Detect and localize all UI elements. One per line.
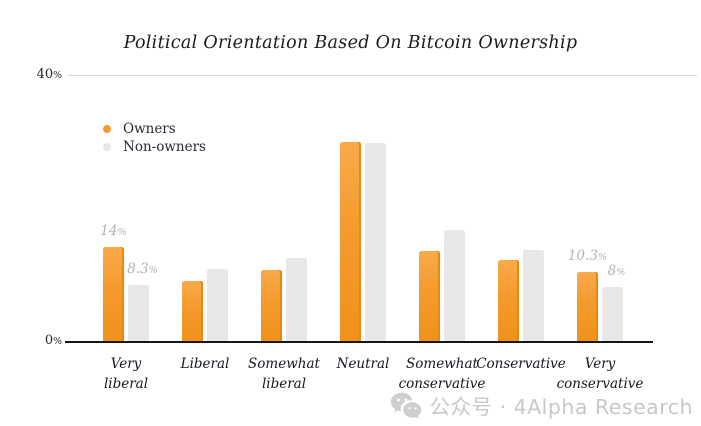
x-label-conservative: Conservative xyxy=(476,356,566,372)
bar-non-owners-liberal xyxy=(207,269,228,341)
x-label-very-conservative: Very conservative xyxy=(556,356,644,392)
watermark-text: 公众号 · 4Alpha Research xyxy=(429,395,693,419)
bar-owners-very-conservative xyxy=(577,272,598,341)
bar-owners-neutral xyxy=(340,142,361,341)
bar-owners-liberal xyxy=(182,281,203,341)
x-label-somewhat-conservative: Somewhat conservative xyxy=(398,356,486,392)
bar-non-owners-very-conservative xyxy=(602,287,623,341)
bar-value-label-non-owners-very-liberal: 8.3% xyxy=(127,261,158,277)
x-axis-line xyxy=(65,341,653,343)
non-owners-dot-icon xyxy=(103,143,111,151)
legend: Owners Non-owners xyxy=(103,120,206,156)
bar-non-owners-somewhat-conservative xyxy=(444,230,465,341)
chart-title: Political Orientation Based On Bitcoin O… xyxy=(123,33,578,53)
legend-non-owners-label: Non-owners xyxy=(123,139,206,155)
bar-non-owners-neutral xyxy=(365,143,386,341)
bar-non-owners-very-liberal xyxy=(128,285,149,341)
y-tick-40: 40% xyxy=(36,67,62,82)
legend-item-owners: Owners xyxy=(103,120,206,138)
y-tick-0: 0% xyxy=(44,333,62,348)
legend-owners-label: Owners xyxy=(123,121,176,137)
x-label-very-liberal: Very liberal xyxy=(103,356,149,392)
bar-non-owners-somewhat-liberal xyxy=(286,258,307,341)
bar-owners-somewhat-liberal xyxy=(261,270,282,341)
bar-value-label-owners-very-conservative: 10.3% xyxy=(567,248,608,264)
x-label-liberal: Liberal xyxy=(180,356,230,372)
bar-non-owners-conservative xyxy=(523,250,544,341)
wechat-icon xyxy=(390,392,421,419)
legend-item-non-owners: Non-owners xyxy=(103,138,206,156)
x-label-neutral: Neutral xyxy=(336,356,390,372)
bar-owners-conservative xyxy=(498,260,519,341)
watermark: 公众号 · 4Alpha Research xyxy=(390,390,693,420)
bar-value-label-non-owners-very-conservative: 8% xyxy=(607,263,626,279)
gridline-40pct xyxy=(68,75,697,76)
bar-owners-somewhat-conservative xyxy=(419,251,440,341)
bar-value-label-owners-very-liberal: 14% xyxy=(100,223,127,239)
owners-dot-icon xyxy=(103,125,111,133)
bar-owners-very-liberal xyxy=(103,247,124,341)
x-label-somewhat-liberal: Somewhat liberal xyxy=(248,356,320,392)
